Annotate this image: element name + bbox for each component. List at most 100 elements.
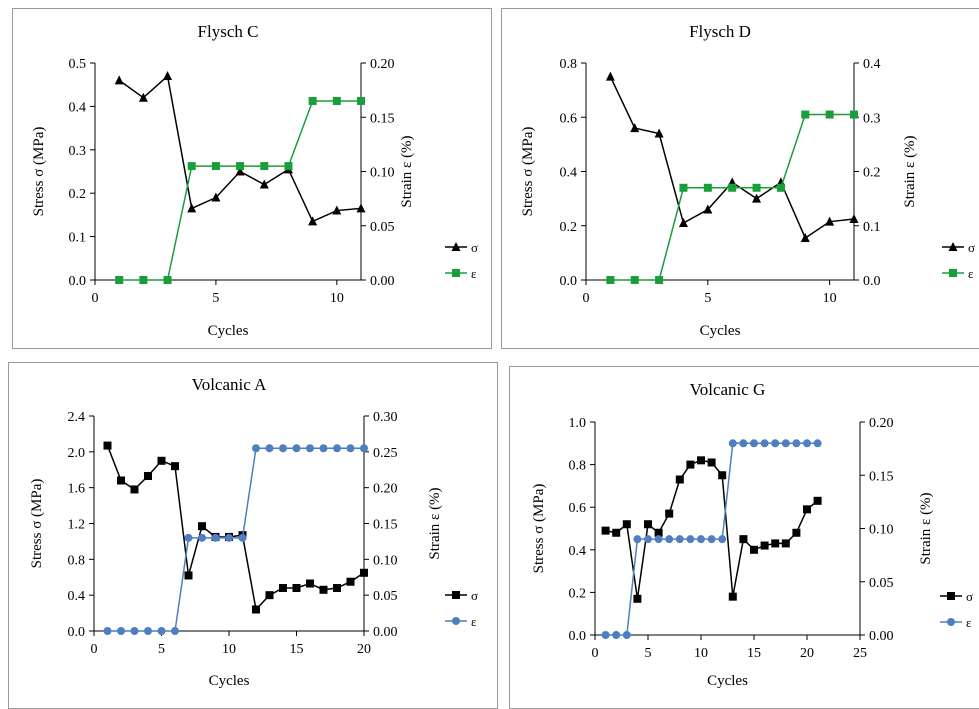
data-point xyxy=(320,444,328,452)
y-tick-label: 0.8 xyxy=(68,553,86,568)
y-tick-label: 0.5 xyxy=(69,57,87,72)
y2-tick-label: 0.15 xyxy=(370,111,395,126)
y-tick-label: 0.0 xyxy=(68,625,86,640)
y2-axis-label: Strain ε (%) xyxy=(902,135,918,207)
x-tick-label: 5 xyxy=(645,646,652,661)
x-tick-label: 15 xyxy=(290,642,304,657)
data-point xyxy=(665,535,673,543)
x-tick-label: 10 xyxy=(823,291,837,306)
y2-tick-label: 0.00 xyxy=(373,625,398,640)
y2-tick-label: 0.05 xyxy=(370,220,395,235)
legend-label: σ xyxy=(471,240,478,255)
y-tick-label: 0.2 xyxy=(569,586,587,601)
data-point xyxy=(612,631,620,639)
y2-tick-label: 0.2 xyxy=(863,166,881,181)
data-point xyxy=(293,584,301,592)
legend-label: ε xyxy=(471,266,477,281)
x-tick-label: 20 xyxy=(357,642,371,657)
x-tick-label: 5 xyxy=(212,291,219,306)
y2-tick-label: 0.30 xyxy=(373,410,398,425)
data-point xyxy=(708,458,716,466)
data-point xyxy=(357,97,365,105)
data-point xyxy=(631,276,639,284)
y-tick-label: 0.2 xyxy=(560,220,578,235)
data-point xyxy=(158,457,166,465)
data-point xyxy=(633,595,641,603)
data-point xyxy=(333,97,341,105)
data-point xyxy=(360,569,368,577)
data-point xyxy=(753,184,761,192)
data-point xyxy=(612,529,620,537)
data-point xyxy=(144,627,152,635)
series-line xyxy=(119,101,361,280)
data-point xyxy=(771,439,779,447)
x-tick-label: 5 xyxy=(158,642,165,657)
data-point xyxy=(198,534,206,542)
data-point xyxy=(728,184,736,192)
y-tick-label: 0.0 xyxy=(560,274,578,289)
data-point xyxy=(225,534,233,542)
data-point xyxy=(739,439,747,447)
series-stress xyxy=(115,71,366,225)
series-stress xyxy=(606,72,859,242)
chart-volcanic-g: Volcanic G 0.0 0.2 0.4 0.6 0.8 1.0 0.00 0.05 0.10… xyxy=(510,367,979,708)
data-point xyxy=(676,476,684,484)
series-line xyxy=(108,446,365,610)
legend-marker xyxy=(452,617,460,625)
data-point xyxy=(704,184,712,192)
x-tick-label: 0 xyxy=(583,291,590,306)
x-tick-label: 10 xyxy=(330,291,344,306)
data-point xyxy=(777,184,785,192)
y2-axis-label: Strain ε (%) xyxy=(399,135,415,207)
chart-title: Flysch D xyxy=(689,22,751,41)
data-point xyxy=(131,485,139,493)
data-point xyxy=(644,520,652,528)
y-tick-label: 1.2 xyxy=(68,518,86,533)
data-point xyxy=(357,203,366,212)
y-axis-label: Stress σ (MPa) xyxy=(531,484,547,574)
y-tick-label: 0.2 xyxy=(69,187,87,202)
data-point xyxy=(260,180,269,189)
legend-label: σ xyxy=(968,240,975,255)
legend-label: ε xyxy=(471,614,477,629)
legend-marker xyxy=(452,269,460,277)
data-point xyxy=(801,233,810,242)
y-tick-label: 0.4 xyxy=(69,100,87,115)
data-point xyxy=(761,542,769,550)
data-point xyxy=(279,584,287,592)
data-point xyxy=(239,534,247,542)
data-point xyxy=(309,97,317,105)
data-point xyxy=(750,546,758,554)
data-point xyxy=(606,72,615,81)
data-point xyxy=(139,276,147,284)
chart-flysch-d: Flysch D0.00.20.40.60.80.00.10.20.30.40 5… xyxy=(502,9,979,348)
chart-volcanic-a: Volcanic A 0.0 0.4 0.8 1.2 1.6 2.0 2.4 0.00 0.05 0… xyxy=(9,363,497,708)
data-point xyxy=(212,534,220,542)
data-point xyxy=(697,456,705,464)
data-point xyxy=(803,505,811,513)
data-point xyxy=(630,123,639,132)
series-line xyxy=(606,460,818,598)
y2-tick-label: 0.0 xyxy=(863,274,881,289)
data-point xyxy=(686,535,694,543)
legend-marker xyxy=(949,269,957,277)
chart-panel-volcanic-g: Volcanic G 0.0 0.2 0.4 0.6 0.8 1.0 0.00 0.05 0.10… xyxy=(509,366,979,709)
y2-tick-label: 0.15 xyxy=(373,518,398,533)
x-tick-label: 15 xyxy=(747,646,761,661)
y-axis-label: Stress σ (MPa) xyxy=(520,127,536,217)
data-point xyxy=(792,529,800,537)
x-tick-label: 0 xyxy=(91,642,98,657)
data-point xyxy=(185,534,193,542)
data-point xyxy=(104,442,112,450)
x-tick-label: 10 xyxy=(694,646,708,661)
y2-tick-label: 0.20 xyxy=(370,57,395,72)
data-point xyxy=(163,71,172,80)
y-tick-label: 2.4 xyxy=(68,410,86,425)
x-tick-label: 5 xyxy=(704,291,711,306)
y2-tick-label: 0.4 xyxy=(863,57,881,72)
data-point xyxy=(761,439,769,447)
series-stress xyxy=(104,442,369,614)
data-point xyxy=(633,535,641,543)
data-point xyxy=(171,462,179,470)
y2-tick-label: 0.05 xyxy=(373,589,398,604)
